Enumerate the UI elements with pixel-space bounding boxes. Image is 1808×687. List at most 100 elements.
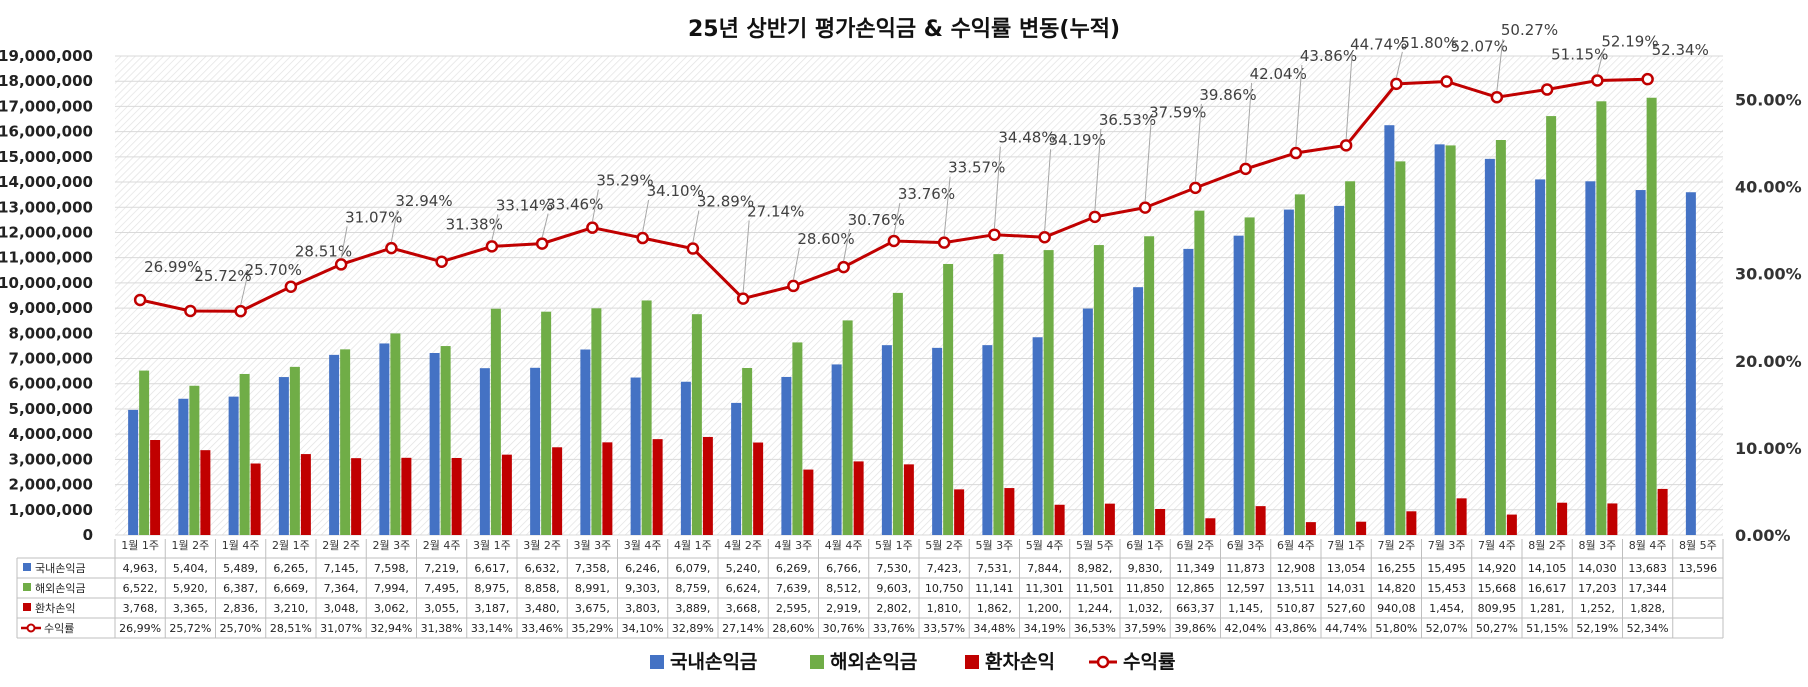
y-left-tick: 1,000,000 xyxy=(9,501,93,519)
x-tick-label: 3월 4주 xyxy=(624,539,662,552)
bar xyxy=(501,454,512,535)
table-cell: 37,59% xyxy=(1124,622,1166,635)
bar xyxy=(943,263,954,535)
bar xyxy=(1032,337,1043,535)
table-cell: 1,145, xyxy=(1228,602,1263,615)
table-cell: 4,963, xyxy=(123,562,158,575)
table-cell: 2,802, xyxy=(876,602,911,615)
table-cell: 7,358, xyxy=(575,562,610,575)
line-point xyxy=(284,280,298,293)
bar xyxy=(530,367,541,535)
bar xyxy=(1205,518,1216,535)
point-label: 34.19% xyxy=(1049,131,1106,149)
y-left-tick: 8,000,000 xyxy=(9,324,93,342)
label-leader xyxy=(1094,128,1102,211)
table-cell: 527,60 xyxy=(1327,602,1366,615)
table-cell: 13,683 xyxy=(1628,562,1667,575)
table-cell: 52,34% xyxy=(1627,622,1669,635)
table-cell: 3,480, xyxy=(525,602,560,615)
line-point xyxy=(385,241,398,255)
return-line: 26.99%25.72%25.70%28.51% 31.07%32.94% 31.3… xyxy=(133,21,1709,318)
table-cell: 1,032, xyxy=(1128,602,1163,615)
table-cell: 33,14% xyxy=(471,622,513,635)
row-header: 수익률 xyxy=(44,622,74,635)
point-label: 33.14% xyxy=(496,196,553,214)
bar xyxy=(1244,217,1255,535)
table-cell: 7,531, xyxy=(977,562,1012,575)
table-cell: 1,862, xyxy=(977,602,1012,615)
table-cell: 7,530, xyxy=(876,562,911,575)
table-cell: 7,145, xyxy=(324,562,359,575)
table-cell: 11,349 xyxy=(1176,562,1215,575)
table-cell: 12,865 xyxy=(1176,582,1215,595)
label-leader xyxy=(1295,64,1303,148)
table-cell: 940,08 xyxy=(1377,602,1416,615)
bar xyxy=(1133,287,1144,535)
table-cell: 11,850 xyxy=(1126,582,1165,595)
row-key xyxy=(23,603,31,611)
bar xyxy=(150,440,161,535)
bar xyxy=(1054,504,1065,535)
bar xyxy=(580,349,591,535)
bar xyxy=(228,396,239,535)
label-leader xyxy=(340,226,348,259)
bar xyxy=(128,409,139,535)
line-point xyxy=(1189,181,1202,195)
point-label: 28.51% xyxy=(295,243,352,261)
row-header: 환차손익 xyxy=(35,602,75,615)
table-cell: 34,19% xyxy=(1024,622,1066,635)
table-cell: 34,48% xyxy=(973,622,1015,635)
bar xyxy=(1283,209,1294,535)
line-point xyxy=(234,304,247,318)
bar xyxy=(982,345,993,535)
bar xyxy=(1255,506,1266,535)
bar xyxy=(792,342,803,535)
row-header: 국내손익금 xyxy=(35,562,86,575)
table-cell: 31,38% xyxy=(421,622,463,635)
x-tick-label: 5월 4주 xyxy=(1026,539,1064,552)
bar xyxy=(803,469,814,535)
table-cell: 16,617 xyxy=(1528,582,1567,595)
bar xyxy=(1506,514,1517,535)
bar xyxy=(1445,145,1456,535)
chart-title: 25년 상반기 평가손익금 & 수익률 변동(누적) xyxy=(688,17,1120,42)
bar xyxy=(1194,210,1205,536)
label-leader xyxy=(541,213,549,238)
table-cell: 17,344 xyxy=(1628,582,1667,595)
table-cell: 3,768, xyxy=(123,602,158,615)
table-cell: 32,94% xyxy=(370,622,412,635)
y-left-tick: 11,000,000 xyxy=(0,249,93,267)
line-point xyxy=(1440,75,1453,88)
line-point xyxy=(133,293,147,307)
label-leader xyxy=(1194,103,1202,182)
table-cell: 7,844, xyxy=(1027,562,1062,575)
bar xyxy=(641,300,652,535)
table-cell: 809,95 xyxy=(1478,602,1517,615)
point-label: 34.48% xyxy=(998,129,1055,147)
table-cell: 25,70% xyxy=(220,622,262,635)
bar xyxy=(702,436,713,535)
y-left-tick: 10,000,000 xyxy=(0,274,93,292)
x-tick-label: 8월 4주 xyxy=(1629,539,1667,552)
point-label: 37.59% xyxy=(1149,104,1206,122)
y-left-tick: 12,000,000 xyxy=(0,223,93,241)
table-cell: 6,246, xyxy=(625,562,660,575)
y-left-tick: 15,000,000 xyxy=(0,148,93,166)
point-label: 31.07% xyxy=(345,208,402,226)
bar xyxy=(139,370,150,535)
table-cell: 43,86% xyxy=(1275,622,1317,635)
bar xyxy=(781,376,792,535)
table-cell: 5,404, xyxy=(173,562,208,575)
y-left-tick: 0 xyxy=(83,526,93,544)
line-point xyxy=(1591,74,1604,87)
table-cell: 50,27% xyxy=(1476,622,1518,635)
bar xyxy=(1495,140,1506,536)
line-point xyxy=(736,292,750,305)
table-cell: 12,908 xyxy=(1277,562,1316,575)
table-cell: 9,303, xyxy=(625,582,660,595)
point-label: 30.76% xyxy=(848,211,905,229)
table-cell: 8,982, xyxy=(1077,562,1112,575)
table-cell: 35,29% xyxy=(571,622,613,635)
x-tick-label: 4월 3주 xyxy=(775,539,813,552)
line-point xyxy=(535,237,549,250)
